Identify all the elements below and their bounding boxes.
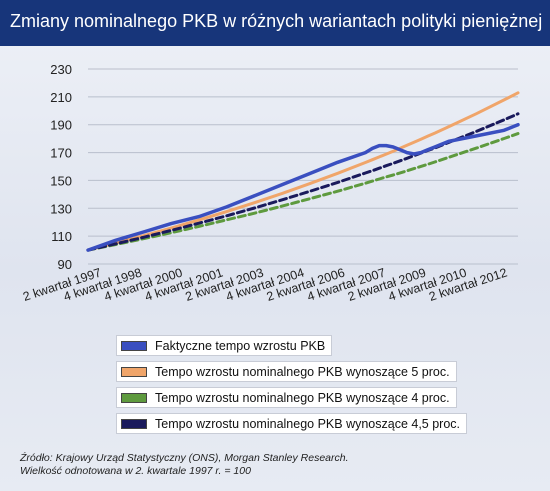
legend-label-4pct: Tempo wzrostu nominalnego PKB wynoszące … [155,390,450,405]
legend-swatch-5pct [121,366,147,377]
y-tick-label: 170 [50,146,72,161]
legend-item-5pct: Tempo wzrostu nominalnego PKB wynoszące … [116,361,457,382]
legend-item-4pct: Tempo wzrostu nominalnego PKB wynoszące … [116,387,457,408]
legend-swatch-actual [121,340,147,351]
y-tick-label: 190 [50,118,72,133]
y-tick-label: 150 [50,173,72,188]
y-tick-label: 110 [51,229,72,244]
y-tick-label: 230 [50,62,72,77]
series-line-2 [86,132,520,252]
legend-item-actual: Faktyczne tempo wzrostu PKB [116,335,333,356]
series-line-1 [86,91,520,252]
legend-item-45pct: Tempo wzrostu nominalnego PKB wynoszące … [116,413,468,434]
legend-label-actual: Faktyczne tempo wzrostu PKB [155,338,326,353]
legend-label-5pct: Tempo wzrostu nominalnego PKB wynoszące … [155,364,450,379]
legend-label-45pct: Tempo wzrostu nominalnego PKB wynoszące … [155,416,461,431]
y-tick-label: 130 [50,201,72,216]
series-line-0 [86,122,520,252]
legend-swatch-4pct [121,392,147,403]
source-line: Źródło: Krajowy Urząd Statystyczny (ONS)… [20,452,349,464]
y-tick-label: 210 [50,90,72,105]
source-note: Źródło: Krajowy Urząd Statystyczny (ONS)… [20,452,349,478]
y-tick-label: 90 [58,257,72,272]
title-bar: Zmiany nominalnego PKB w różnych wariant… [0,0,550,46]
legend-swatch-45pct [121,418,147,429]
chart-title: Zmiany nominalnego PKB w różnych wariant… [10,11,543,31]
base-note: Wielkość odnotowana w 2. kwartale 1997 r… [20,465,251,477]
